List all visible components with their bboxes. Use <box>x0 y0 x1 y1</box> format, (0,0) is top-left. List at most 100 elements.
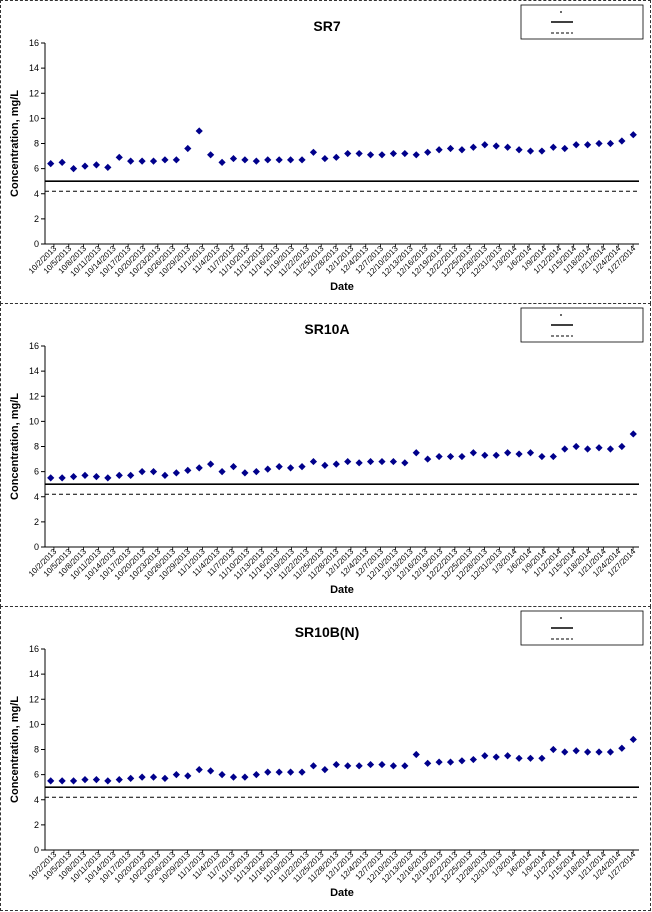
legend <box>520 307 644 343</box>
data-point <box>401 762 409 770</box>
legend-box <box>520 610 644 646</box>
data-point <box>332 760 340 769</box>
data-point <box>492 142 500 150</box>
data-point <box>561 445 569 453</box>
data-point <box>435 758 443 766</box>
data-point <box>583 748 592 756</box>
data-point <box>127 774 135 782</box>
data-point <box>618 744 626 752</box>
data-point <box>561 748 569 756</box>
data-point <box>629 131 637 139</box>
data-point <box>481 752 489 760</box>
data-point <box>526 449 535 457</box>
legend <box>520 4 644 40</box>
data-point <box>412 449 420 457</box>
data-point <box>127 157 135 165</box>
data-point <box>446 452 455 461</box>
y-tick-label: 12 <box>29 694 39 704</box>
data-point <box>104 777 112 785</box>
data-point <box>184 466 192 474</box>
y-tick-label: 4 <box>34 189 39 199</box>
data-point <box>355 459 363 467</box>
data-point <box>218 158 226 166</box>
data-point <box>207 460 215 468</box>
chart-title: SR7 <box>313 18 340 34</box>
data-point <box>606 445 615 453</box>
data-point <box>572 442 580 451</box>
data-point <box>58 777 66 785</box>
data-point <box>515 450 523 458</box>
data-point <box>138 468 146 476</box>
data-point <box>595 748 603 756</box>
legend-box <box>520 4 644 40</box>
y-axis-title: Concentration, mg/L <box>9 696 21 803</box>
data-point <box>606 748 615 756</box>
y-tick-label: 8 <box>34 139 39 149</box>
data-point <box>138 157 146 165</box>
legend-box <box>520 307 644 343</box>
data-point <box>469 755 477 764</box>
x-axis-title: Date <box>330 584 354 596</box>
y-tick-label: 16 <box>29 341 39 351</box>
data-point <box>446 758 455 766</box>
data-point <box>58 474 66 482</box>
y-tick-label: 12 <box>29 391 39 401</box>
data-point <box>47 160 55 168</box>
data-point <box>161 774 169 782</box>
data-point <box>195 127 203 135</box>
data-point <box>104 474 112 482</box>
data-point <box>161 156 169 164</box>
data-point <box>435 146 443 154</box>
data-point <box>526 147 535 155</box>
data-point <box>92 161 101 169</box>
y-tick-label: 14 <box>29 63 39 73</box>
data-point <box>81 776 89 784</box>
data-point <box>58 158 66 166</box>
data-point <box>332 460 340 468</box>
data-point <box>115 153 123 161</box>
data-point <box>389 457 398 466</box>
data-point <box>286 768 295 776</box>
data-point <box>229 154 238 163</box>
data-point <box>504 143 512 151</box>
data-point <box>526 754 535 762</box>
data-point <box>149 157 158 165</box>
data-point <box>298 156 306 164</box>
data-point <box>344 149 352 158</box>
data-point <box>241 469 249 477</box>
y-tick-label: 4 <box>34 795 39 805</box>
data-point <box>629 735 637 744</box>
data-point <box>366 760 375 769</box>
y-tick-label: 6 <box>34 164 39 174</box>
data-point <box>298 768 306 776</box>
data-point <box>378 760 386 769</box>
data-point <box>127 471 135 479</box>
data-point <box>618 442 626 451</box>
data-point <box>435 452 443 461</box>
data-point <box>469 449 477 457</box>
y-axis-title: Concentration, mg/L <box>9 393 21 500</box>
data-point <box>595 444 603 452</box>
data-point <box>321 766 329 774</box>
data-point <box>401 459 409 467</box>
y-tick-label: 6 <box>34 467 39 477</box>
data-point <box>492 451 500 459</box>
chart-sr10b-n: SR10B(N)024681012141610/2/201310/5/20131… <box>9 610 644 899</box>
data-point <box>229 463 238 471</box>
data-point <box>275 156 283 164</box>
x-axis-title: Date <box>330 281 354 293</box>
data-point <box>92 776 101 784</box>
legend-marker-point <box>560 617 562 619</box>
data-point <box>538 147 546 155</box>
data-point <box>69 473 78 481</box>
data-point <box>298 463 306 471</box>
y-tick-label: 6 <box>34 770 39 780</box>
legend-marker-point <box>560 11 562 13</box>
data-point <box>424 148 432 156</box>
y-tick-label: 12 <box>29 88 39 98</box>
data-point <box>184 772 192 780</box>
data-point <box>69 777 78 785</box>
y-tick-label: 8 <box>34 745 39 755</box>
data-point <box>458 452 466 461</box>
data-point <box>252 771 260 779</box>
